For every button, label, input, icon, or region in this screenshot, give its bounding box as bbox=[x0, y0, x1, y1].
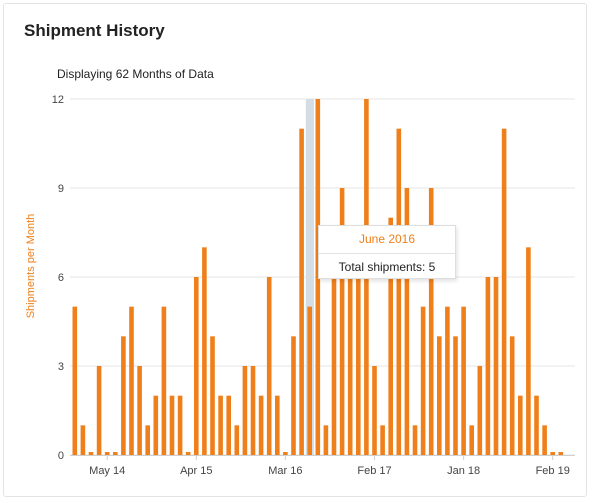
bar[interactable] bbox=[169, 395, 175, 455]
bar[interactable] bbox=[72, 306, 78, 455]
bar[interactable] bbox=[137, 366, 142, 455]
bar[interactable] bbox=[347, 247, 353, 455]
bar[interactable] bbox=[210, 336, 215, 455]
bar[interactable] bbox=[477, 366, 483, 455]
bar[interactable] bbox=[388, 217, 393, 455]
bar[interactable] bbox=[226, 395, 231, 455]
bar[interactable] bbox=[315, 99, 321, 455]
x-tick-label: Mar 16 bbox=[268, 465, 302, 477]
bar[interactable] bbox=[485, 277, 491, 455]
bar[interactable] bbox=[534, 395, 539, 455]
bar[interactable] bbox=[121, 336, 126, 455]
bar[interactable] bbox=[420, 306, 426, 455]
bar[interactable] bbox=[291, 336, 296, 455]
bar[interactable] bbox=[493, 277, 499, 455]
hover-band bbox=[305, 99, 314, 455]
y-tick-label: 3 bbox=[58, 361, 64, 373]
bar[interactable] bbox=[372, 366, 377, 455]
bar[interactable] bbox=[356, 277, 361, 455]
bar[interactable] bbox=[307, 306, 312, 455]
y-tick-label: 9 bbox=[58, 183, 64, 195]
bar[interactable] bbox=[501, 128, 507, 456]
bar[interactable] bbox=[558, 452, 564, 455]
bar[interactable] bbox=[96, 366, 102, 455]
bar[interactable] bbox=[550, 452, 555, 455]
bar[interactable] bbox=[461, 306, 466, 455]
tooltip-total: Total shipments: 5 bbox=[338, 260, 436, 274]
y-tick-label: 0 bbox=[58, 450, 64, 462]
bar[interactable] bbox=[412, 425, 418, 455]
bar[interactable] bbox=[218, 395, 223, 455]
bar[interactable] bbox=[283, 452, 288, 455]
bar[interactable] bbox=[275, 395, 280, 455]
bar[interactable] bbox=[542, 425, 547, 455]
x-tick-label: Feb 19 bbox=[536, 465, 570, 477]
bar[interactable] bbox=[339, 188, 345, 455]
bar[interactable] bbox=[177, 395, 183, 455]
bar[interactable] bbox=[323, 425, 329, 455]
bar[interactable] bbox=[202, 247, 207, 455]
x-tick-label: Jan 18 bbox=[447, 465, 480, 477]
bar[interactable] bbox=[518, 395, 523, 455]
bar[interactable] bbox=[185, 452, 191, 455]
tooltip-month: June 2016 bbox=[319, 226, 455, 254]
chart-subtitle: Displaying 62 Months of Data bbox=[57, 67, 214, 81]
bar[interactable] bbox=[194, 277, 199, 455]
bar[interactable] bbox=[104, 452, 110, 455]
bar[interactable] bbox=[453, 336, 458, 455]
bar[interactable] bbox=[509, 336, 515, 455]
y-axis-ticks: 0 3 6 9 12 bbox=[52, 94, 64, 462]
bar[interactable] bbox=[526, 247, 531, 455]
bar[interactable] bbox=[80, 425, 86, 455]
bar[interactable] bbox=[396, 128, 402, 456]
bar[interactable] bbox=[113, 452, 118, 455]
bar[interactable] bbox=[145, 425, 150, 455]
bar[interactable] bbox=[153, 395, 159, 455]
bar-tooltip: June 2016 Total shipments: 5 bbox=[318, 225, 456, 279]
bar[interactable] bbox=[445, 306, 450, 455]
x-axis-ticks: May 14 Apr 15 Mar 16 Feb 17 Jan 18 Feb 19 bbox=[89, 455, 570, 477]
highlight-band bbox=[305, 99, 314, 455]
bar[interactable] bbox=[469, 425, 474, 455]
bar[interactable] bbox=[380, 425, 385, 455]
bar[interactable] bbox=[404, 188, 410, 455]
bar[interactable] bbox=[428, 188, 434, 455]
x-tick-label: May 14 bbox=[89, 465, 125, 477]
bar[interactable] bbox=[234, 425, 240, 455]
bar[interactable] bbox=[258, 395, 264, 455]
y-axis-label: Shipments per Month bbox=[25, 214, 37, 319]
y-tick-label: 6 bbox=[58, 272, 64, 284]
bar[interactable] bbox=[242, 366, 248, 455]
bar[interactable] bbox=[331, 277, 337, 455]
bar[interactable] bbox=[129, 306, 134, 455]
bar[interactable] bbox=[161, 306, 167, 455]
bar[interactable] bbox=[299, 128, 304, 456]
bar[interactable] bbox=[437, 336, 442, 455]
x-tick-label: Feb 17 bbox=[357, 465, 391, 477]
bar[interactable] bbox=[88, 452, 94, 455]
bar[interactable] bbox=[250, 366, 256, 455]
panel-title: Shipment History bbox=[24, 21, 165, 40]
y-tick-label: 12 bbox=[52, 94, 64, 106]
bar[interactable] bbox=[266, 277, 272, 455]
x-tick-label: Apr 15 bbox=[180, 465, 212, 477]
